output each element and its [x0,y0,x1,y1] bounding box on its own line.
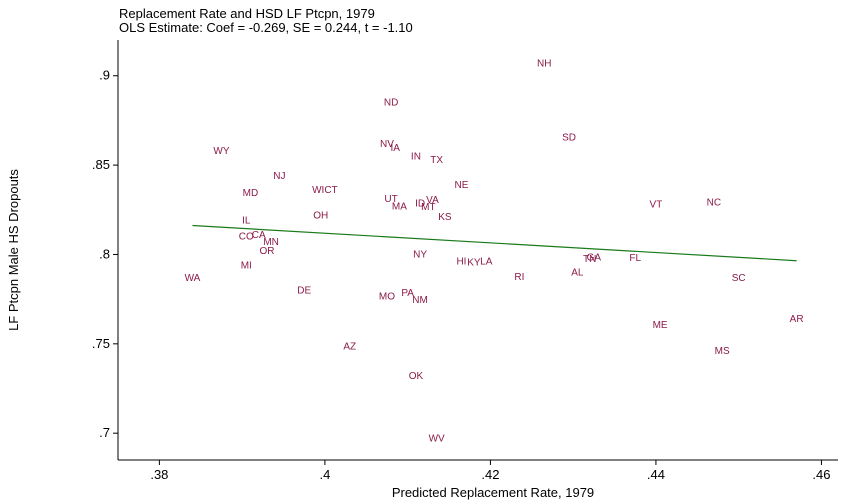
state-point-nc: NC [707,198,721,209]
state-point-fl: FL [629,253,641,264]
y-tick-label: .9 [99,68,110,83]
state-point-ny: NY [413,250,427,261]
state-point-vt: VT [650,200,663,211]
state-point-ut: UT [384,194,397,205]
y-tick-label: .8 [99,246,110,261]
state-point-va: VA [426,195,439,206]
state-point-or: OR [259,246,274,257]
state-point-de: DE [297,285,311,296]
state-point-mt: MT [421,202,435,213]
x-axis-title: Predicted Replacement Rate, 1979 [392,485,594,500]
state-point-oh: OH [313,210,328,221]
y-tick-label: .7 [99,425,110,440]
state-point-sc: SC [732,273,746,284]
state-point-az: AZ [343,342,356,353]
state-point-ga: GA [587,252,602,263]
state-point-nh: NH [537,58,551,69]
state-point-ky: KY [467,258,481,269]
y-axis-title: LF Ptcpn Male HS Dropouts [6,169,21,331]
state-point-sd: SD [562,133,576,144]
chart-subtitle: OLS Estimate: Coef = -0.269, SE = 0.244,… [119,20,413,35]
state-point-in: IN [411,151,421,162]
state-point-mi: MI [241,260,252,271]
state-point-nm: NM [412,295,428,306]
state-point-co: CO [239,232,254,243]
state-point-ri: RI [514,272,524,283]
x-tick-label: .46 [812,467,830,482]
state-point-nj: NJ [273,171,285,182]
state-point-wict: WICT [312,185,338,196]
state-point-md: MD [243,188,259,199]
x-tick-label: .38 [150,467,168,482]
state-point-wa: WA [185,273,201,284]
x-ticks: .38 .4 .42 .44 .46 [150,460,830,482]
state-point-ca: CA [252,230,266,241]
y-tick-label: .75 [92,336,110,351]
state-point-nv: NV [380,139,394,150]
state-point-hi: HI [456,257,466,268]
x-tick-label: .44 [647,467,665,482]
x-tick-label: .4 [319,467,330,482]
state-point-wy: WY [213,146,229,157]
state-point-ne: NE [454,180,468,191]
state-point-wv: WV [429,434,445,445]
y-ticks: .7 .75 .8 .85 .9 [92,68,118,440]
y-tick-label: .85 [92,157,110,172]
x-tick-label: .42 [481,467,499,482]
state-point-ar: AR [790,314,804,325]
state-point-ma: MA [392,201,407,212]
state-point-ks: KS [438,212,452,223]
state-point-il: IL [242,216,251,227]
state-point-ms: MS [715,346,730,357]
state-point-me: ME [653,320,668,331]
chart-title: Replacement Rate and HSD LF Ptcpn, 1979 [119,6,375,21]
state-point-pa: PA [401,288,414,299]
axes [117,40,838,461]
state-point-la: LA [480,257,493,268]
ols-fit-line [192,224,797,262]
state-point-id: ID [415,199,425,210]
state-point-ia: IA [391,143,401,154]
state-point-tn: TN [583,254,596,265]
state-point-al: AL [571,267,584,278]
state-point-nd: ND [384,98,398,109]
state-point-ok: OK [409,371,424,382]
state-point-mo: MO [379,292,395,303]
state-point-mn: MN [263,237,279,248]
state-point-tx: TX [430,155,443,166]
